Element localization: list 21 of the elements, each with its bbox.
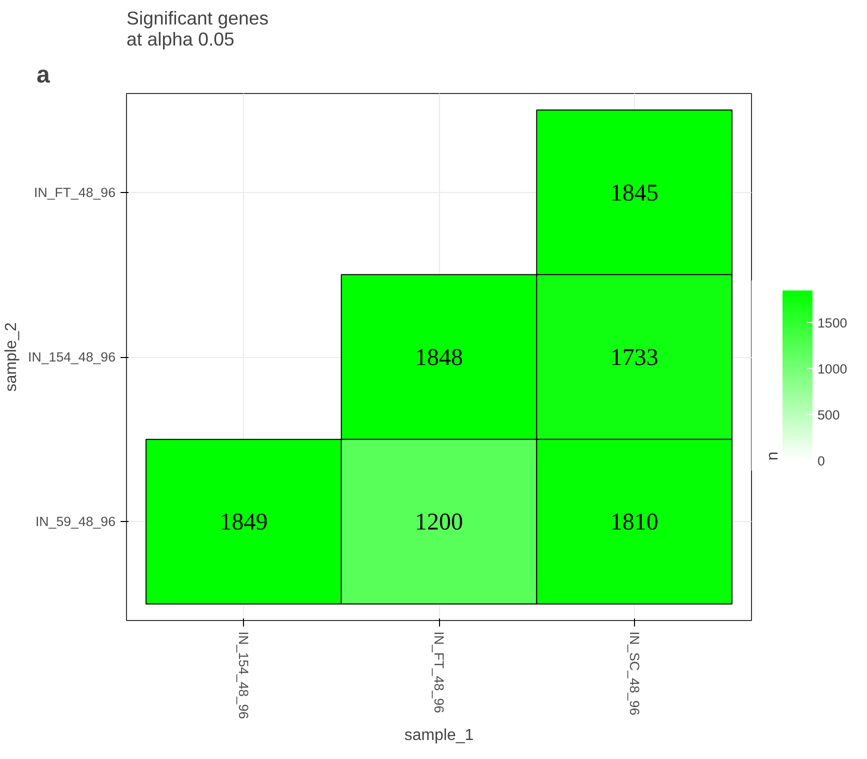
- data-label: 1849: [220, 510, 268, 536]
- data-label: 1733: [610, 345, 658, 371]
- x-tick-label: IN_FT_48_96: [432, 632, 446, 713]
- color-bar-label: 0: [818, 454, 825, 468]
- data-label: 1200: [415, 510, 463, 536]
- y-tick-label: IN_FT_48_96: [34, 184, 116, 200]
- data-label: 1845: [610, 180, 658, 206]
- chart-title: Significant genes at alpha 0.05: [126, 8, 269, 50]
- data-label: 1810: [610, 510, 658, 536]
- data-label: 1848: [415, 345, 463, 371]
- color-bar-label: 1000: [818, 362, 848, 377]
- y-axis-title: sample_2: [3, 322, 20, 392]
- x-tick-label: IN_SC_48_96: [626, 632, 642, 716]
- y-tick-label: IN_154_48_96: [28, 350, 116, 364]
- color-bar-title: n: [764, 452, 782, 460]
- color-bar-label: 500: [818, 408, 840, 423]
- y-tick-label: IN_59_48_96: [35, 514, 116, 530]
- x-axis-title: sample_1: [404, 726, 474, 744]
- x-tick-label: IN_154_48_96: [236, 632, 252, 719]
- text: a: [36, 62, 50, 88]
- color-bar-label: 1500: [818, 316, 848, 331]
